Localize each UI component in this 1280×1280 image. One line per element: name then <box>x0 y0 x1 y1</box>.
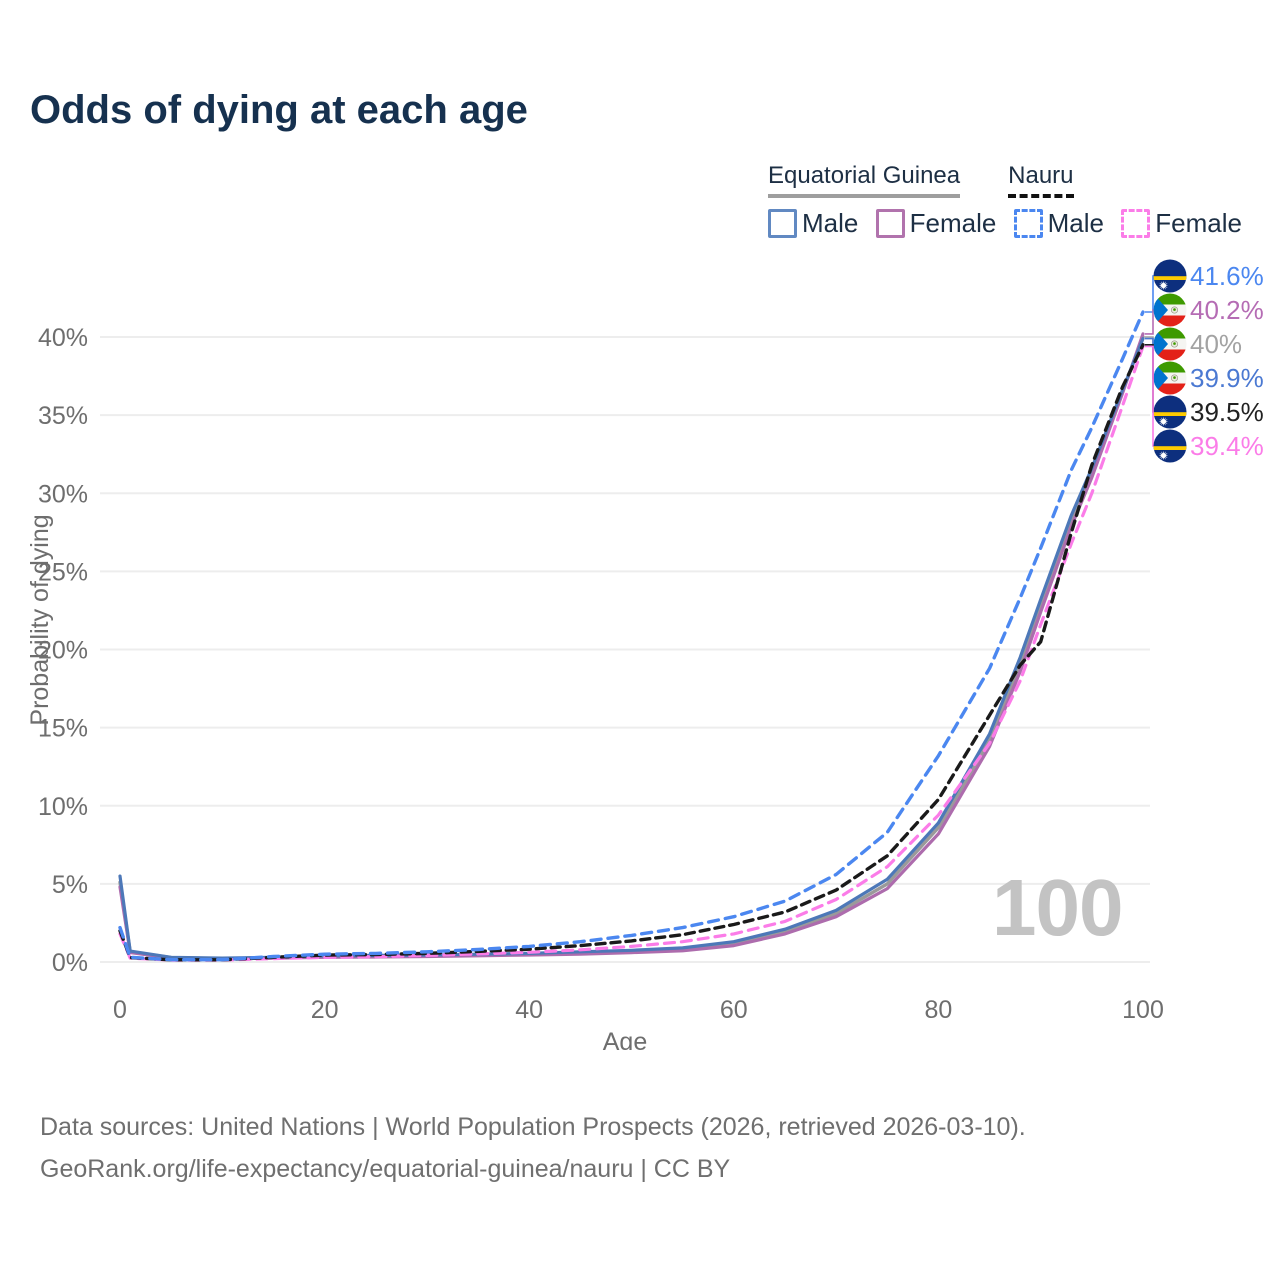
x-tick-label: 40 <box>515 996 543 1024</box>
nauru-flag-icon <box>1153 429 1187 463</box>
legend-item-nauru-female[interactable]: Female <box>1121 208 1242 239</box>
series-line-nauru-female[interactable] <box>118 344 1145 962</box>
end-label-value: 39.5% <box>1190 397 1264 427</box>
y-tick-label: 30% <box>38 480 88 508</box>
age-watermark: 100 <box>992 863 1123 952</box>
nauru-flag-icon <box>1153 259 1187 293</box>
nauru-female-swatch-icon <box>1121 209 1151 238</box>
series-line-eg-female[interactable] <box>118 332 1145 961</box>
legend-item-label: Male <box>802 208 859 238</box>
end-label-value: 39.9% <box>1190 363 1264 393</box>
end-label-value: 40% <box>1190 329 1242 359</box>
legend-item-label: Female <box>1155 208 1242 238</box>
x-tick-label: 20 <box>311 996 339 1024</box>
x-tick-label: 100 <box>1122 996 1164 1024</box>
y-tick-label: 25% <box>38 558 88 586</box>
legend-item-nauru-male[interactable]: Male <box>1013 208 1104 239</box>
end-label-connector <box>1145 345 1157 447</box>
x-tick-label: 80 <box>924 996 952 1024</box>
y-tick-label: 40% <box>38 324 88 352</box>
nauru-male-swatch-icon <box>1013 209 1043 238</box>
equatorial-guinea-flag-icon <box>1153 293 1187 327</box>
y-axis-title: Probability of dying <box>26 514 54 725</box>
legend-group-equatorial-guinea[interactable]: Equatorial Guinea <box>768 162 961 198</box>
series-line-nauru-male[interactable] <box>118 310 1145 962</box>
series-line-eg-male[interactable] <box>118 336 1145 960</box>
equatorial-guinea-flag-icon <box>1153 327 1187 361</box>
legend-group-row: Equatorial Guinea Nauru <box>768 162 1242 198</box>
y-tick-label: 5% <box>52 871 88 899</box>
x-tick-label: 0 <box>113 996 127 1024</box>
series-line-eg-all[interactable] <box>118 335 1145 961</box>
series-line-nauru-all[interactable] <box>118 343 1145 962</box>
eg-female-swatch-icon <box>875 209 905 238</box>
footer: Data sources: United Nations | World Pop… <box>40 1106 1026 1190</box>
nauru-flag-icon <box>1153 395 1187 429</box>
end-label-value: 41.6% <box>1190 261 1264 291</box>
end-label-value: 39.4% <box>1190 431 1264 461</box>
legend-item-label: Female <box>909 208 997 238</box>
page-title: Odds of dying at each age <box>30 88 528 132</box>
y-tick-label: 20% <box>38 637 88 665</box>
eg-male-swatch-icon <box>768 209 797 238</box>
y-tick-label: 10% <box>38 793 88 821</box>
legend: Equatorial Guinea Nauru Male Female Male… <box>768 162 1242 239</box>
x-tick-label: 60 <box>720 996 748 1024</box>
legend-item-eg-male[interactable]: Male <box>768 208 858 239</box>
chart-svg: 0% 5% 10% 15% 20% 25% 30% 35% 40% 0 20 40 60 80 100 Age… <box>26 259 1264 1050</box>
legend-item-row: Male Female Male Female <box>768 208 1242 239</box>
legend-group-nauru[interactable]: Nauru <box>1008 162 1074 198</box>
footer-link: GeoRank.org/life-expectancy/equatorial-g… <box>40 1155 731 1183</box>
x-axis-title: Age <box>603 1028 647 1050</box>
y-tick-label: 35% <box>38 402 88 430</box>
y-tick-label: 0% <box>52 949 88 977</box>
legend-item-label: Male <box>1047 208 1104 238</box>
footer-sources: Data sources: United Nations | World Pop… <box>40 1113 1026 1141</box>
end-label-value: 40.2% <box>1190 295 1264 325</box>
legend-item-eg-female[interactable]: Female <box>875 208 997 239</box>
equatorial-guinea-flag-icon <box>1153 361 1187 395</box>
y-tick-label: 15% <box>38 715 88 743</box>
